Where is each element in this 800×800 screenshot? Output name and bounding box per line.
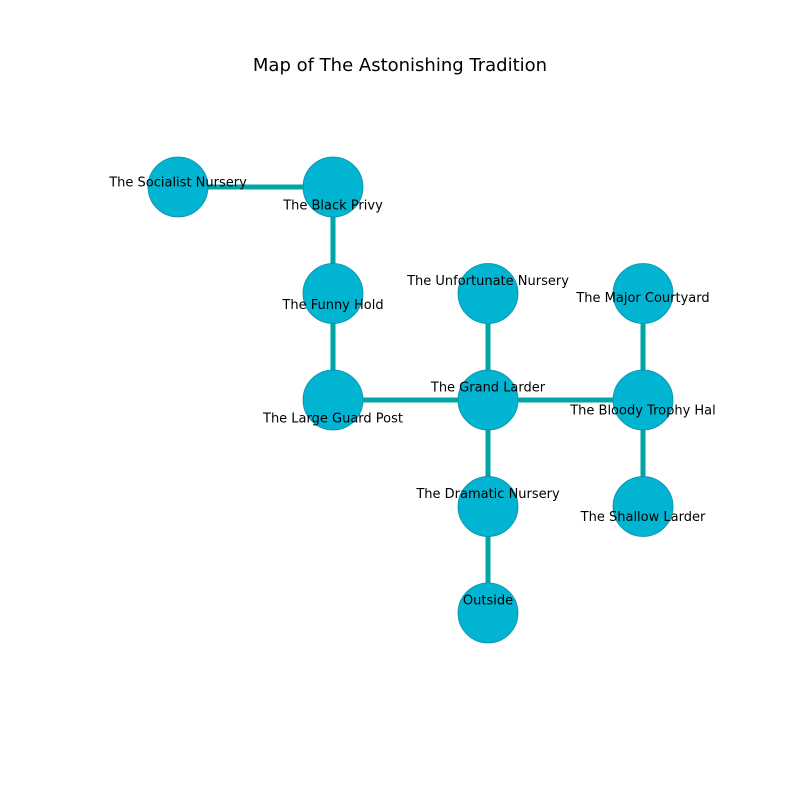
room-node-dramatic-nursery [457, 476, 519, 537]
room-node-bloody-trophy-hall [612, 369, 674, 431]
room-label-bloody-trophy-hall: The Bloody Trophy Hal [569, 404, 716, 419]
room-node-black-privy [302, 156, 364, 218]
room-label-dramatic-nursery: The Dramatic Nursery [415, 487, 560, 502]
rooms-layer [147, 156, 674, 644]
room-label-socialist-nursery: The Socialist Nursery [108, 176, 247, 191]
room-label-black-privy: The Black Privy [282, 199, 383, 214]
room-node-outside [457, 582, 519, 644]
room-node-large-guard-post [302, 369, 364, 431]
room-label-funny-hold: The Funny Hold [281, 298, 383, 313]
connections-layer [178, 184, 646, 613]
labels-layer: The Socialist Nursery The Black Privy The … [108, 176, 716, 609]
map-title: Map of The Astonishing Tradition [252, 55, 548, 76]
room-label-outside: Outside [463, 594, 513, 609]
room-node-major-courtyard [612, 263, 674, 324]
room-label-major-courtyard: The Major Courtyard [575, 291, 709, 306]
room-node-shallow-larder [612, 476, 674, 537]
room-label-grand-larder: The Grand Larder [430, 381, 546, 396]
room-node-grand-larder [457, 369, 519, 431]
room-node-socialist-nursery [147, 156, 209, 218]
room-label-shallow-larder: The Shallow Larder [580, 510, 706, 525]
room-node-unfortunate-nursery [457, 263, 519, 324]
room-node-funny-hold [302, 263, 364, 324]
room-label-unfortunate-nursery: The Unfortunate Nursery [406, 274, 569, 289]
room-label-large-guard-post: The Large Guard Post [262, 412, 403, 427]
